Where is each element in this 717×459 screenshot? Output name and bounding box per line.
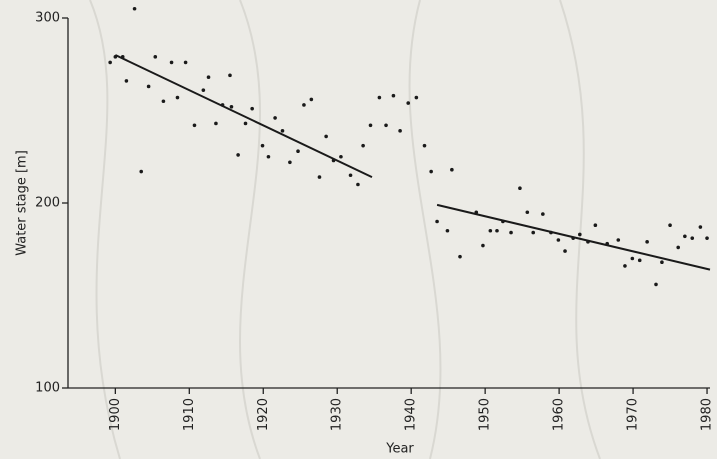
data-point xyxy=(108,61,112,65)
x-tick-label: 1930 xyxy=(330,398,345,431)
data-point xyxy=(446,229,450,233)
data-point xyxy=(349,173,353,177)
data-point xyxy=(435,220,439,224)
data-point xyxy=(392,94,396,98)
y-tick-label: 300 xyxy=(35,11,60,26)
data-point xyxy=(193,124,197,128)
data-point xyxy=(369,124,373,128)
data-point xyxy=(296,149,300,153)
data-point xyxy=(125,79,129,83)
page: Water stage [m] Year 100 200 300 1900 1910 19… xyxy=(0,0,717,459)
data-point xyxy=(623,264,627,268)
data-point xyxy=(638,259,642,263)
data-point xyxy=(699,225,703,229)
data-point xyxy=(170,61,174,65)
data-point xyxy=(378,96,382,100)
data-point xyxy=(147,85,151,89)
data-point xyxy=(176,96,180,100)
data-point xyxy=(541,212,545,216)
data-point xyxy=(133,7,137,11)
data-point xyxy=(557,238,561,242)
x-tick-label: 1950 xyxy=(478,398,493,431)
data-point xyxy=(184,61,188,65)
data-point xyxy=(207,75,211,79)
data-point xyxy=(398,129,402,133)
data-point xyxy=(616,238,620,242)
data-point xyxy=(526,210,530,214)
data-point xyxy=(273,116,277,120)
data-point xyxy=(423,144,427,148)
x-tick-label: 1960 xyxy=(552,398,567,431)
chart: Water stage [m] Year 100 200 300 1900 1910 19… xyxy=(0,0,717,459)
data-point xyxy=(356,183,360,187)
data-point xyxy=(690,236,694,240)
data-point xyxy=(676,246,680,250)
data-point xyxy=(384,124,388,128)
data-point xyxy=(450,168,454,172)
data-point xyxy=(361,144,365,148)
data-point xyxy=(228,74,232,78)
data-point xyxy=(162,99,166,103)
data-point xyxy=(324,135,328,139)
data-point xyxy=(668,223,672,227)
data-point xyxy=(202,88,206,92)
data-point xyxy=(429,170,433,174)
data-point xyxy=(339,155,343,159)
data-point xyxy=(654,283,658,287)
data-point xyxy=(594,223,598,227)
data-point xyxy=(230,105,234,109)
x-tick-label: 1910 xyxy=(182,398,197,431)
data-point xyxy=(318,175,322,179)
x-tick-label: 1900 xyxy=(108,398,123,431)
data-point xyxy=(509,231,513,235)
data-point xyxy=(250,107,254,111)
y-tick-label: 100 xyxy=(35,381,60,396)
data-point xyxy=(214,122,218,126)
data-point xyxy=(531,231,535,235)
data-point xyxy=(578,233,582,237)
data-point xyxy=(415,96,419,100)
x-axis-label: Year xyxy=(385,442,414,457)
background xyxy=(0,0,717,459)
data-point xyxy=(645,240,649,244)
data-point xyxy=(153,55,157,59)
data-point xyxy=(660,260,664,264)
data-point xyxy=(563,249,567,253)
x-tick-label: 1970 xyxy=(626,398,641,431)
data-point xyxy=(244,122,248,126)
data-point xyxy=(489,229,493,233)
data-point xyxy=(683,235,687,239)
data-point xyxy=(288,161,292,165)
data-point xyxy=(261,144,265,148)
data-point xyxy=(406,101,410,105)
data-point xyxy=(281,129,285,133)
data-point xyxy=(518,186,522,190)
data-point xyxy=(236,153,240,157)
data-point xyxy=(458,255,462,259)
data-point xyxy=(310,98,314,102)
data-point xyxy=(495,229,499,233)
data-point xyxy=(631,257,635,261)
data-point xyxy=(705,236,709,240)
x-tick-label: 1920 xyxy=(256,398,271,431)
y-tick-label: 200 xyxy=(35,196,60,211)
data-point xyxy=(302,103,306,107)
data-point xyxy=(267,155,271,159)
x-tick-label: 1980 xyxy=(700,398,715,431)
data-point xyxy=(139,170,143,174)
y-axis-label: Water stage [m] xyxy=(15,150,30,256)
x-tick-label: 1940 xyxy=(404,398,419,431)
data-point xyxy=(481,244,485,248)
